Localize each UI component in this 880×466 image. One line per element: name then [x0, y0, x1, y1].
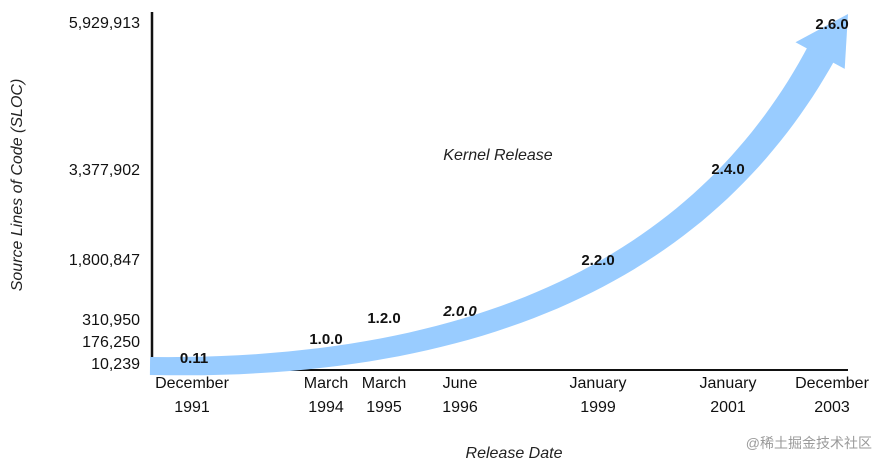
x-tick-label-year: 1996	[442, 399, 478, 416]
y-tick-label: 176,250	[82, 334, 140, 351]
version-labels: 0.11 1.0.0 1.2.0 2.0.0 2.2.0 2.4.0 2.6.0	[180, 16, 849, 367]
chart-annotation: Kernel Release	[443, 147, 553, 164]
x-tick-label-month: January	[570, 375, 627, 392]
data-label: 2.4.0	[711, 161, 744, 178]
data-label: 2.6.0	[815, 16, 848, 33]
data-label: 1.2.0	[367, 310, 400, 327]
data-label: 0.11	[180, 350, 208, 367]
x-tick-label-year: 1999	[580, 399, 616, 416]
x-tick-label-month: March	[304, 375, 348, 392]
y-axis-title: Source Lines of Code (SLOC)	[9, 79, 26, 292]
x-tick-label-year: 1994	[308, 399, 344, 416]
watermark: @稀土掘金技术社区	[746, 435, 872, 451]
y-tick-labels: 5,929,913 3,377,902 1,800,847 310,950 17…	[69, 15, 140, 373]
x-tick-label-month: December	[795, 375, 869, 392]
data-label: 1.0.0	[309, 331, 342, 348]
y-tick-label: 3,377,902	[69, 162, 140, 179]
x-tick-label-year: 2003	[814, 399, 850, 416]
x-tick-label-year: 1991	[174, 399, 210, 416]
x-tick-label-month: January	[700, 375, 757, 392]
growth-arrow-head	[795, 14, 848, 69]
y-tick-label: 5,929,913	[69, 15, 140, 32]
y-tick-label: 1,800,847	[69, 252, 140, 269]
x-axis-title: Release Date	[466, 445, 563, 462]
y-tick-label: 10,239	[91, 356, 140, 373]
x-tick-label-year: 1995	[366, 399, 402, 416]
x-tick-label-month: June	[443, 375, 478, 392]
data-label: 2.0.0	[442, 303, 477, 320]
x-tick-label-month: March	[362, 375, 406, 392]
data-label: 2.2.0	[581, 252, 614, 269]
x-tick-label-month: December	[155, 375, 229, 392]
y-tick-label: 310,950	[82, 312, 140, 329]
x-tick-label-year: 2001	[710, 399, 746, 416]
x-tick-labels: December 1991 March 1994 March 1995 June…	[155, 375, 869, 416]
growth-arrow-body	[149, 44, 836, 376]
